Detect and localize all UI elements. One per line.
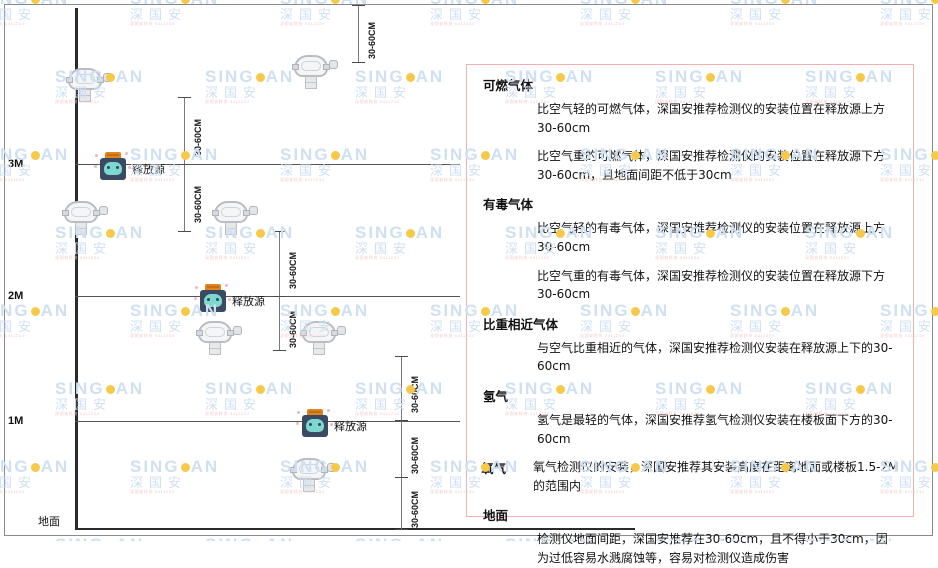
gas-detector-icon <box>300 318 346 358</box>
dimension-label: 30-60CM <box>410 375 420 413</box>
dimension-bar <box>358 5 359 62</box>
dimension-tick-top <box>273 296 286 297</box>
guidance-panel: 可燃气体 比空气轻的可燃气体，深国安推荐检测仪的安装位置在释放源上方30-60cm… <box>466 64 914 565</box>
section-paragraph: 比空气轻的有毒气体，深国安推荐检测仪的安装位置在释放源上方30-60cm <box>537 221 886 254</box>
gas-detector-icon <box>290 455 336 495</box>
guidance-section: 氧气 氧气检测仪的安装，深国安推荐其安装高度在距离地面或楼板1.5-2M的范围内 <box>481 458 899 495</box>
dimension-tick-top <box>395 356 408 357</box>
dimension-label: 30-60CM <box>410 490 420 528</box>
guidance-section: 可燃气体 比空气轻的可燃气体，深国安推荐检测仪的安装位置在释放源上方30-60cm… <box>481 75 899 184</box>
dimension-label: 30-60CM <box>410 436 420 474</box>
ground-axis-line <box>75 528 635 530</box>
dimension-marker: 30-60CM <box>178 97 203 165</box>
dimension-marker: 30-60CM <box>273 296 298 351</box>
level-line-1m <box>75 421 460 422</box>
release-source-label: 释放源 <box>232 296 265 308</box>
dimension-label: 30-60CM <box>193 185 203 223</box>
ground-label: 地面 <box>38 516 60 528</box>
dimension-label: 30-60CM <box>288 251 298 289</box>
dimension-marker: 30-60CM <box>178 164 203 232</box>
guidance-section: 地面检测仪地面间距，深国安推荐在30-60cm，且不得小于30cm，因为过低容易… <box>481 505 899 567</box>
axis-label-1m: 1M <box>8 415 24 427</box>
dimension-tick-top <box>352 5 365 6</box>
dimension-bar <box>184 97 185 164</box>
dimension-tick-bottom <box>178 231 191 232</box>
dimension-tick-top <box>395 477 408 478</box>
dimension-label: 30-60CM <box>288 310 298 348</box>
dimension-marker: 30-60CM <box>395 356 420 421</box>
section-title: 比重相近气体 <box>483 316 559 332</box>
dimension-marker: 30-60CM <box>273 231 298 297</box>
gas-detector-icon <box>212 198 258 238</box>
gas-detector-icon <box>62 198 108 238</box>
dimension-label: 30-60CM <box>367 21 377 59</box>
section-title: 氧气 <box>481 461 507 477</box>
release-source-label: 释放源 <box>132 164 165 176</box>
dimension-tick-top <box>395 420 408 421</box>
section-paragraph: 比空气重的可燃气体，深国安推荐检测仪的安装位置在释放源下方30-60cm，且地面… <box>537 149 886 182</box>
section-paragraph: 氢气是最轻的气体，深国安推荐氢气检测仪安装在楼板面下方的30-60cm <box>537 412 893 446</box>
release-source-icon <box>194 284 231 314</box>
dimension-tick-top <box>273 231 286 232</box>
dimension-bar <box>279 231 280 296</box>
dimension-bar <box>279 296 280 350</box>
guidance-section: 有毒气体 比空气轻的有毒气体，深国安推荐检测仪的安装位置在释放源上方30-60cm… <box>481 194 899 303</box>
section-paragraph: 比空气轻的可燃气体，深国安推荐检测仪的安装位置在释放源上方30-60cm <box>537 102 886 135</box>
dimension-marker: 30-60CM <box>395 477 420 530</box>
vertical-axis <box>75 8 78 528</box>
axis-label-3m: 3M <box>8 158 24 170</box>
dimension-bar <box>184 164 185 231</box>
section-title: 地面 <box>483 508 509 524</box>
dimension-marker: 30-60CM <box>395 420 420 478</box>
gas-detector-icon <box>66 65 112 105</box>
guidance-section: 氢气氢气是最轻的气体，深国安推荐氢气检测仪安装在楼板面下方的30-60cm <box>481 386 899 448</box>
axis-label-2m: 2M <box>8 290 24 302</box>
dimension-tick-bottom <box>273 350 286 351</box>
release-source-label: 释放源 <box>334 421 367 433</box>
guidance-section: 比重相近气体与空气比重相近的气体，深国安推荐检测仪安装在释放源上下的30-60c… <box>481 314 899 376</box>
diagram-frame <box>4 4 933 536</box>
dimension-bar <box>401 477 402 529</box>
level-line-2m <box>75 296 460 297</box>
dimension-bar <box>401 420 402 477</box>
release-source-icon <box>94 152 131 182</box>
level-line-3m <box>75 164 460 165</box>
gas-detector-icon <box>292 52 338 92</box>
dimension-label: 30-60CM <box>193 118 203 156</box>
section-paragraph: 比空气重的有毒气体，深国安推荐检测仪的安装位置在释放源下方30-60cm <box>537 268 886 302</box>
section-paragraph: 与空气比重相近的气体，深国安推荐检测仪安装在释放源上下的30-60cm <box>537 340 893 374</box>
dimension-tick-top <box>178 97 191 98</box>
section-title: 有毒气体 <box>483 197 534 213</box>
section-title: 氢气 <box>483 388 509 404</box>
section-paragraph: 氧气检测仪的安装，深国安推荐其安装高度在距离地面或楼板1.5-2M的范围内 <box>533 460 899 493</box>
dimension-marker: 30-60CM <box>352 5 377 63</box>
section-title: 可燃气体 <box>483 78 534 93</box>
gas-detector-icon <box>196 318 242 358</box>
section-paragraph: 检测仪地面间距，深国安推荐在30-60cm，且不得小于30cm，因为过低容易水溅… <box>537 532 888 565</box>
release-source-icon <box>296 409 333 439</box>
dimension-tick-bottom <box>352 62 365 63</box>
dimension-tick-bottom <box>395 529 408 530</box>
dimension-bar <box>401 356 402 420</box>
dimension-tick-top <box>178 164 191 165</box>
